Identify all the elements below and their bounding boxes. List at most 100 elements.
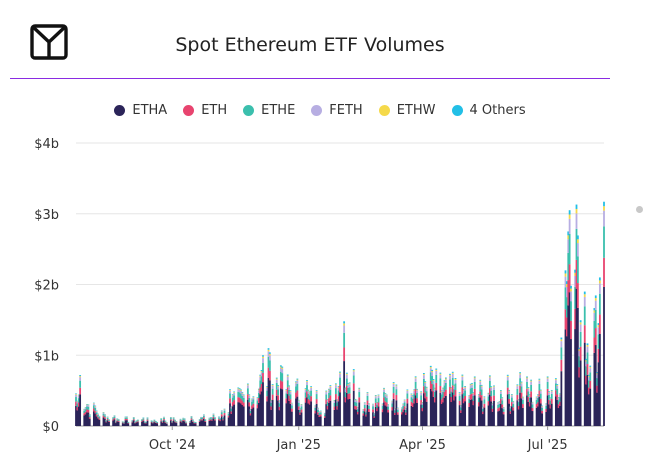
bar-segment-etha bbox=[212, 418, 215, 426]
bar-segment-eth bbox=[538, 390, 541, 397]
bar-segment-etha bbox=[575, 288, 578, 426]
bar-segment-eth bbox=[352, 383, 355, 391]
bar-segment-feth bbox=[286, 376, 289, 381]
bar-segment-ethw bbox=[490, 387, 493, 388]
bar-segment-ethw bbox=[425, 387, 428, 389]
bar-segment-eth bbox=[97, 416, 99, 419]
bar-segment-ethe bbox=[105, 420, 108, 422]
bar-segment-etha bbox=[304, 402, 307, 426]
bar-segment-feth bbox=[538, 380, 541, 384]
bar-segment-ethe bbox=[402, 406, 405, 410]
bar-segment-ethe bbox=[440, 394, 443, 400]
bar-segment-4-others bbox=[433, 387, 436, 389]
bar-segment-eth bbox=[251, 405, 253, 410]
bar-segment-ethe bbox=[354, 401, 357, 406]
bar-segment-4-others bbox=[343, 321, 346, 324]
bar-segment-eth bbox=[183, 420, 186, 422]
bar-segment-feth bbox=[211, 417, 214, 419]
bar-segment-ethw bbox=[587, 375, 590, 377]
bar-segment-etha bbox=[473, 395, 476, 426]
bar-segment-feth bbox=[550, 391, 553, 394]
bar-segment-4-others bbox=[237, 387, 240, 389]
bar-segment-eth bbox=[593, 337, 596, 353]
bar-segment-4-others bbox=[344, 387, 347, 389]
bar-segment-4-others bbox=[295, 381, 297, 383]
bar-segment-etha bbox=[279, 388, 282, 426]
bar-segment-ethw bbox=[480, 385, 483, 387]
bar-segment-etha bbox=[229, 403, 231, 426]
bar-segment-eth bbox=[483, 403, 486, 408]
bar-segment-feth bbox=[373, 413, 376, 415]
bar-segment-etha bbox=[175, 423, 178, 426]
bar-segment-4-others bbox=[242, 394, 245, 396]
bar-segment-ethe bbox=[142, 418, 145, 420]
bar-segment-etha bbox=[564, 329, 567, 426]
bar-segment-eth bbox=[102, 415, 105, 418]
bar-segment-etha bbox=[97, 418, 99, 426]
bar-segment-etha bbox=[480, 400, 483, 426]
bar-segment-etha bbox=[246, 399, 249, 426]
bar-segment-etha bbox=[366, 404, 369, 426]
bar-segment-eth bbox=[279, 380, 282, 389]
legend-item-eth[interactable]: ETH bbox=[183, 103, 227, 118]
bar-segment-feth bbox=[598, 283, 601, 294]
bar-segment-etha bbox=[114, 423, 117, 426]
legend-item-ethe[interactable]: ETHE bbox=[243, 103, 295, 118]
bar-segment-ethw bbox=[450, 388, 453, 389]
bar-segment-feth bbox=[288, 387, 291, 390]
bar-segment-feth bbox=[242, 395, 245, 398]
bar-segment-etha bbox=[145, 423, 148, 426]
bar-segment-ethe bbox=[165, 422, 168, 424]
bar-segment-4-others bbox=[469, 383, 472, 385]
bar-segment-feth bbox=[372, 404, 374, 407]
legend-swatch bbox=[183, 105, 195, 116]
bar-segment-eth bbox=[362, 413, 365, 416]
bar-segment-ethw bbox=[443, 381, 446, 383]
bar-segment-ethw bbox=[424, 382, 427, 384]
bar-segment-etha bbox=[453, 400, 456, 426]
bar-segment-etha bbox=[289, 403, 292, 426]
bar-segment-ethe bbox=[461, 380, 464, 388]
bar-segment-feth bbox=[237, 389, 240, 392]
cube-logo-icon[interactable] bbox=[28, 22, 70, 62]
bar-segment-eth bbox=[535, 403, 538, 408]
legend-item-feth[interactable]: FETH bbox=[311, 103, 363, 118]
bar-segment-ethe bbox=[392, 386, 395, 394]
bar-segment-etha bbox=[526, 395, 528, 426]
bar-segment-etha bbox=[252, 407, 255, 426]
bar-segment-etha bbox=[290, 411, 293, 426]
bar-segment-feth bbox=[88, 414, 91, 416]
legend-item-4-others[interactable]: 4 Others bbox=[451, 103, 526, 118]
scroll-indicator[interactable] bbox=[636, 206, 643, 213]
bar-segment-eth bbox=[143, 422, 146, 424]
bar-segment-etha bbox=[583, 342, 586, 426]
bar-segment-4-others bbox=[603, 201, 605, 207]
bar-segment-ethe bbox=[279, 371, 282, 381]
legend-item-etha[interactable]: ETHA bbox=[114, 103, 167, 118]
bar-segment-ethe bbox=[343, 332, 346, 348]
bar-segment-feth bbox=[454, 379, 457, 384]
bar-segment-ethe bbox=[450, 391, 453, 397]
legend-item-ethw[interactable]: ETHW bbox=[378, 103, 436, 118]
bar-segment-ethe bbox=[519, 378, 522, 386]
bar-segment-ethw bbox=[416, 389, 418, 391]
bar-segment-ethw bbox=[454, 379, 457, 380]
bar-segment-ethe bbox=[509, 408, 512, 412]
bar-segment-ethe bbox=[185, 422, 187, 423]
bar-segment-ethe bbox=[306, 385, 308, 392]
bar-segment-eth bbox=[189, 422, 192, 423]
bar-segment-ethw bbox=[549, 398, 552, 399]
bar-segment-ethe bbox=[348, 387, 351, 394]
bar-segment-ethe bbox=[179, 419, 182, 421]
bar-segment-etha bbox=[211, 420, 214, 426]
bar-segment-ethe bbox=[297, 402, 300, 407]
bar-segment-eth bbox=[383, 397, 385, 403]
bar-segment-ethw bbox=[328, 389, 330, 391]
bar-segment-feth bbox=[271, 385, 274, 389]
bar-segment-feth bbox=[482, 407, 484, 409]
bar-segment-eth bbox=[583, 325, 586, 343]
bar-segment-etha bbox=[527, 401, 530, 426]
bar-segment-etha bbox=[213, 420, 216, 426]
bar-segment-etha bbox=[568, 292, 571, 426]
bar-segment-feth bbox=[402, 404, 405, 407]
